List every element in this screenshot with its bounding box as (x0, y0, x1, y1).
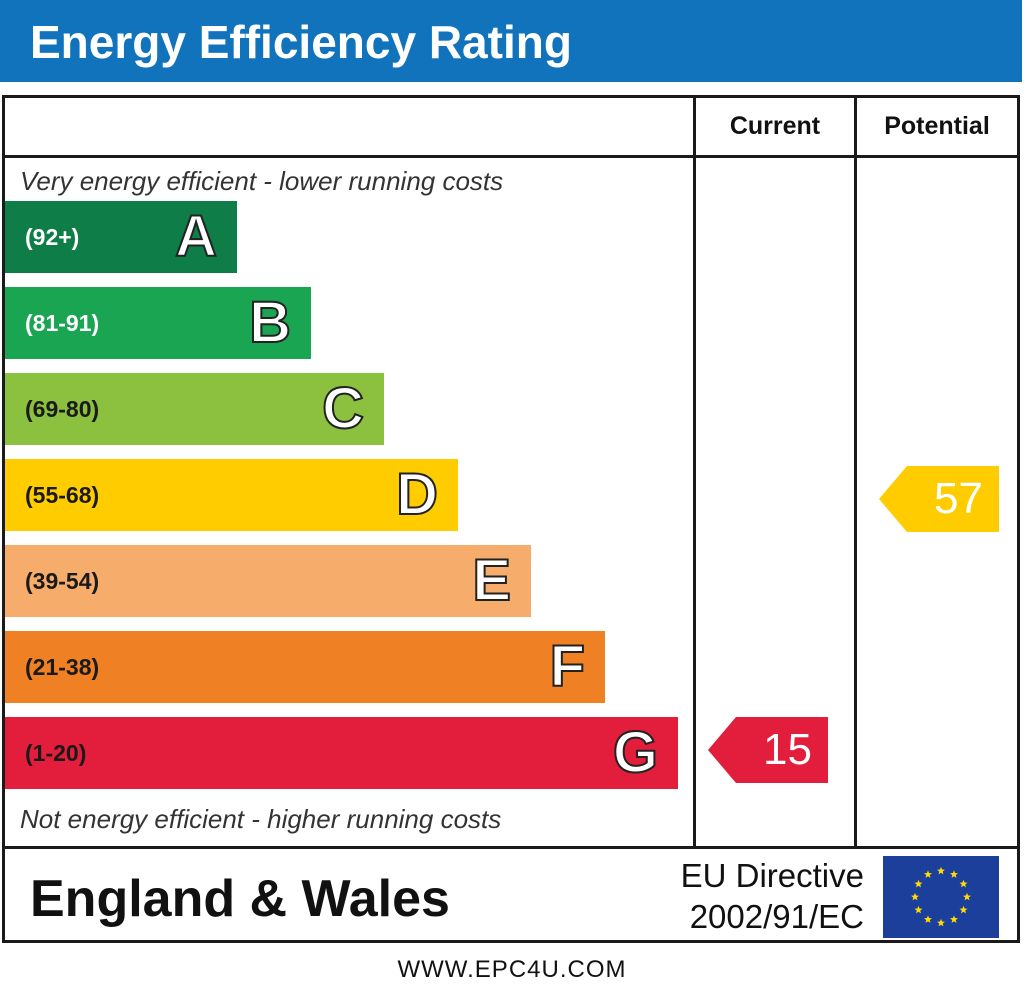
current-column-divider (693, 95, 696, 849)
band-range-label: (81-91) (25, 310, 100, 336)
potential-rating-value: 57 (934, 474, 983, 523)
top-note: Very energy efficient - lower running co… (20, 166, 504, 196)
arrow-shape (708, 717, 828, 783)
eu-star-icon (924, 870, 932, 878)
band-letter: E (471, 547, 512, 614)
band-letter: A (174, 203, 218, 270)
band-range-label: (1-20) (25, 740, 87, 766)
potential-column-header: Potential (884, 112, 990, 140)
current-rating-arrow: 15 (708, 717, 828, 783)
band-letter: G (612, 719, 659, 786)
band-f: (21-38) F (5, 631, 605, 703)
arrow-shape-icon (879, 466, 999, 532)
band-e: (39-54) E (5, 545, 531, 617)
band-letter: C (321, 375, 365, 442)
eu-star-icon (963, 892, 971, 901)
eu-star-icon (924, 915, 932, 923)
website-link: WWW.EPC4U.COM (397, 956, 627, 983)
band-c: (69-80) C (5, 373, 384, 445)
eu-star-icon (959, 879, 968, 888)
potential-rating-arrow: 57 (879, 466, 999, 532)
eu-flag-icon (883, 856, 999, 938)
eu-directive-number: 2002/91/EC (689, 898, 864, 935)
eu-star-icon (950, 915, 958, 923)
band-a: (92+) A (5, 201, 237, 273)
eu-star-icon (937, 918, 945, 927)
header-divider (2, 155, 1020, 158)
band-range-label: (55-68) (25, 482, 100, 508)
current-column-header: Current (729, 112, 821, 140)
band-letter: F (549, 633, 586, 700)
eu-star-icon (959, 905, 968, 914)
eu-star-icon (950, 870, 958, 878)
band-range-label: (21-38) (25, 654, 100, 680)
title-bar: Energy Efficiency Rating (0, 0, 1022, 82)
eu-star-icon (914, 905, 923, 914)
page-title: Energy Efficiency Rating (30, 16, 572, 68)
eu-stars-icon (911, 866, 971, 927)
band-b: (81-91) B (5, 287, 311, 359)
bottom-note: Not energy efficient - higher running co… (20, 804, 502, 834)
eu-star-icon (914, 879, 923, 888)
band-d: (55-68) D (5, 459, 458, 531)
rating-table-frame (2, 95, 1020, 943)
region-label: England & Wales (30, 870, 450, 928)
band-range-label: (69-80) (25, 396, 100, 422)
band-letter: D (395, 461, 439, 528)
eu-directive-label: EU Directive (680, 857, 864, 894)
band-g: (1-20) G (5, 717, 678, 789)
band-range-label: (39-54) (25, 568, 100, 594)
arrow-shape-icon (708, 717, 828, 783)
eu-star-icon (937, 866, 945, 875)
band-range-label: (92+) (25, 224, 80, 250)
eu-star-icon (911, 892, 919, 901)
current-rating-value: 15 (763, 725, 812, 774)
arrow-shape (879, 466, 999, 532)
potential-column-divider (854, 95, 857, 849)
footer-divider (2, 846, 1020, 849)
band-letter: B (248, 289, 292, 356)
